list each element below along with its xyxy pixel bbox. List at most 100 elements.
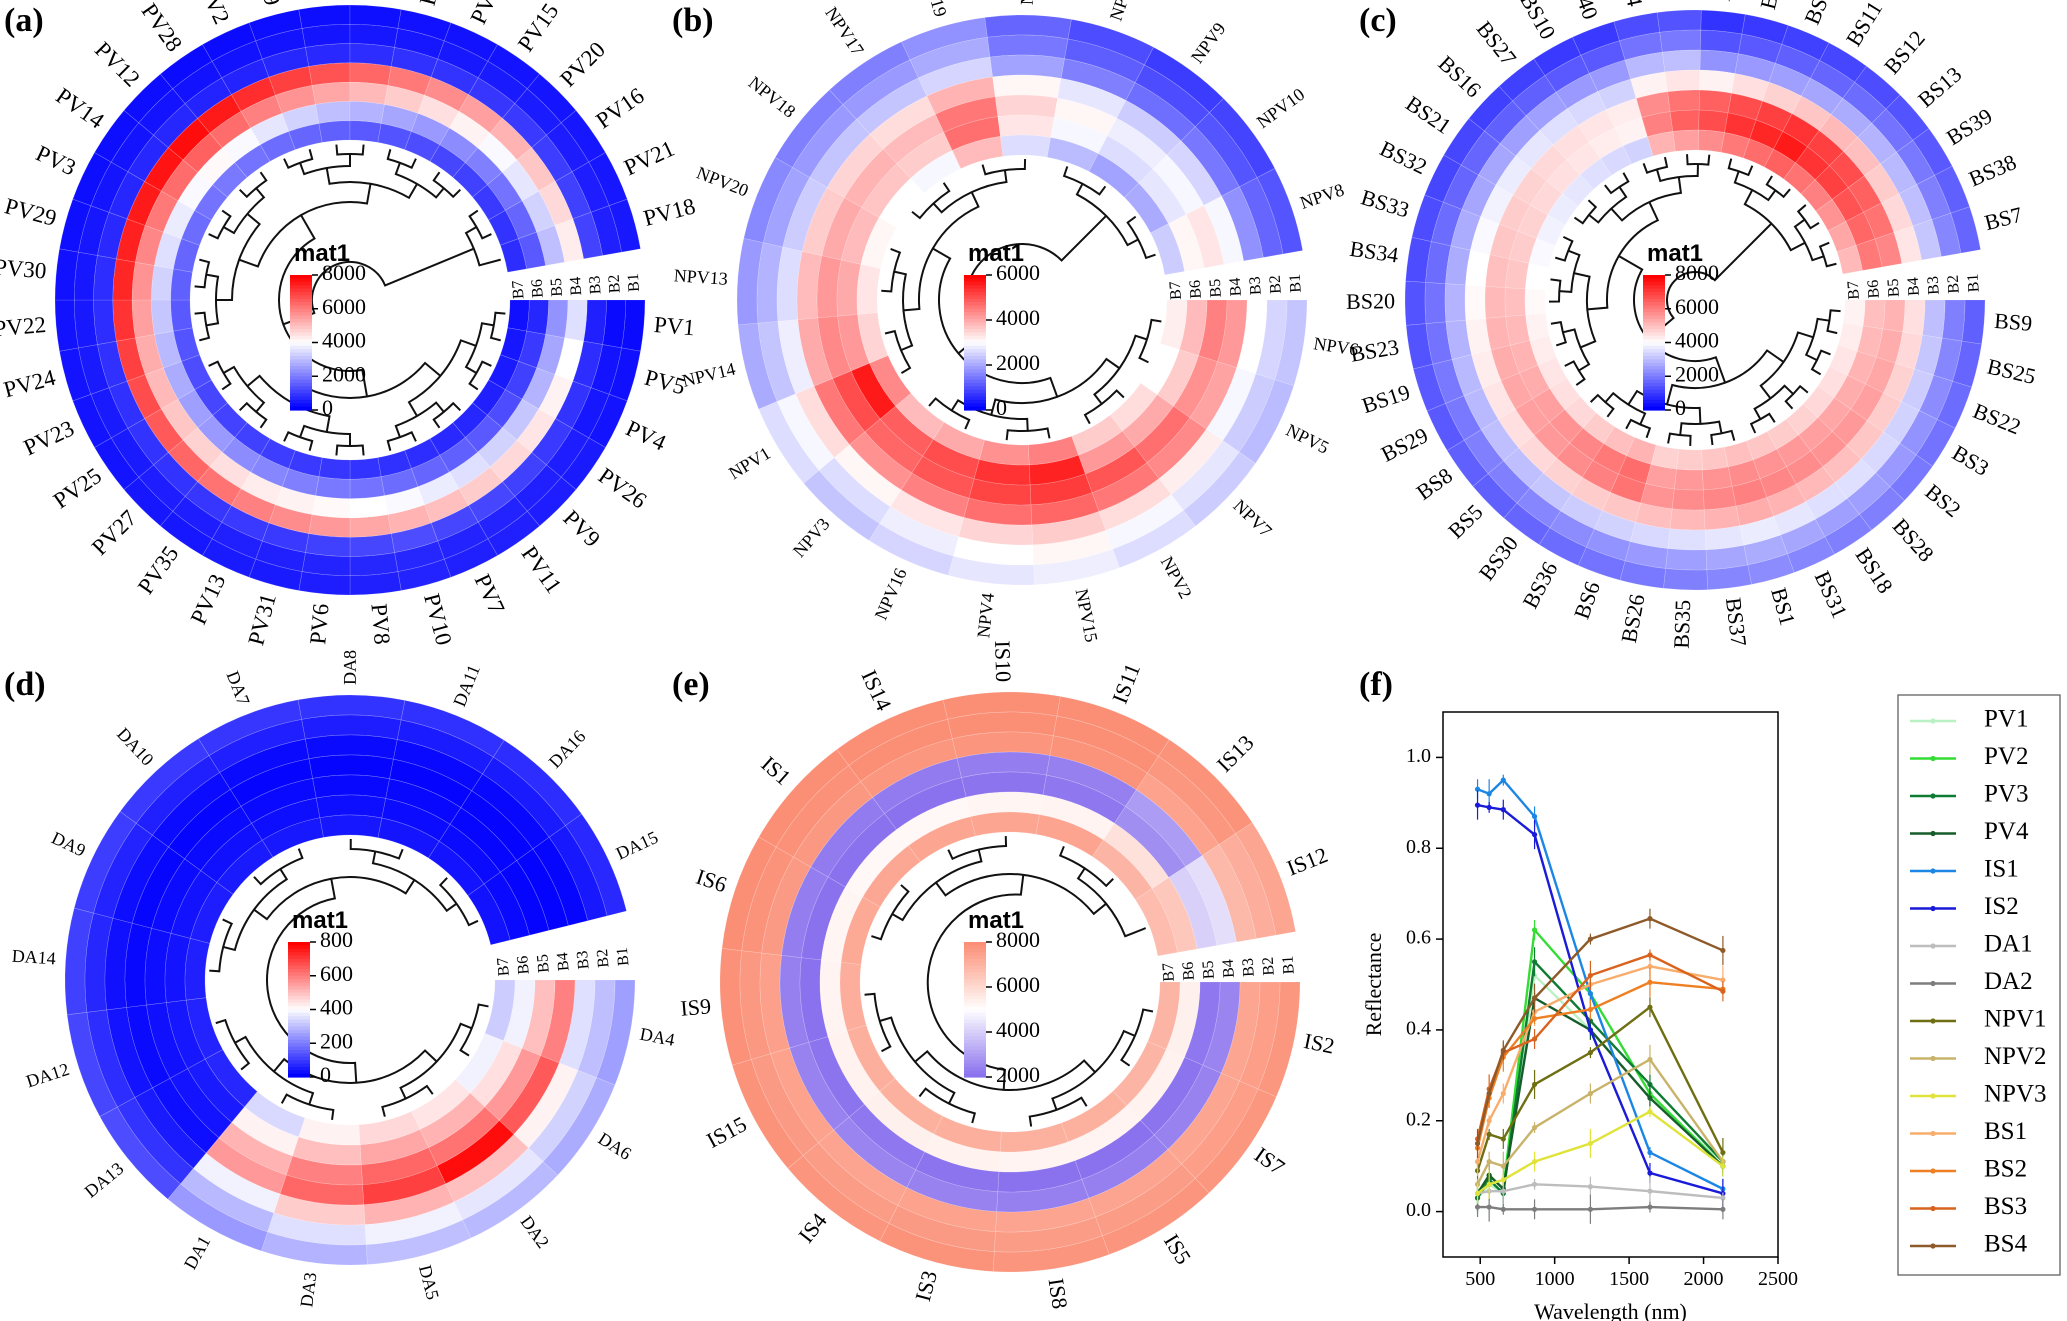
heatmap-cell	[318, 457, 351, 480]
row-label: BS4	[1616, 0, 1648, 8]
row-label: DA9	[49, 828, 89, 861]
heatmap-cell	[970, 811, 1040, 837]
heatmap-cell	[895, 392, 945, 440]
heatmap-cell	[1098, 478, 1172, 531]
heatmap-cell	[429, 144, 466, 178]
heatmap-cell	[994, 94, 1058, 119]
heatmap-cell	[298, 1117, 361, 1146]
heatmap-cell	[131, 261, 155, 301]
heatmap-cell	[404, 131, 441, 162]
row-label: BS17	[1666, 0, 1694, 1]
legend-entry: DA1	[1984, 931, 2033, 958]
heatmap-cell	[1046, 137, 1099, 172]
heatmap-cell	[879, 1222, 995, 1272]
row-label: BS10	[1515, 0, 1561, 43]
row-label: NPV13	[673, 265, 728, 288]
panel-e: (e) IS2 IS7 IS5 IS8 IS3 IS4 IS15 IS9 IS6 IS1 IS14 I…	[672, 640, 1362, 1321]
y-tick-label: 1.0	[1406, 745, 1431, 767]
row-label: PV23	[20, 416, 78, 461]
row-label: PV3	[32, 140, 80, 180]
heatmap-cell	[1504, 287, 1526, 317]
heatmap-cell	[839, 961, 867, 1032]
band-label: B4	[554, 952, 573, 972]
colorbar-tick: 0	[322, 395, 333, 420]
heatmap-cell	[860, 217, 897, 269]
heatmap-cell	[1134, 888, 1178, 957]
band-label: B7	[1167, 281, 1185, 301]
heatmap-cell	[1742, 138, 1774, 168]
row-label: PV8	[366, 603, 394, 646]
band-label: B6	[514, 955, 533, 975]
row-label: PV29	[2, 193, 59, 231]
legend-entry: BS2	[1984, 1156, 2027, 1183]
band-label: B3	[1925, 276, 1943, 296]
row-label: IS11	[1107, 660, 1145, 707]
heatmap-cell	[189, 882, 234, 944]
heatmap-cell	[1941, 299, 1966, 342]
heatmap-cell	[1112, 1041, 1167, 1107]
panel-c: (c) BS9 BS25 BS22 BS3 BS2 BS28 BS18 BS31 BS1 BS37…	[1346, 0, 2067, 660]
heatmap-cell	[953, 536, 1034, 566]
row-label: PV4	[622, 416, 670, 456]
data-point	[1531, 1124, 1538, 1131]
data-point	[1531, 813, 1538, 820]
colorbar-title: mat1	[292, 907, 348, 934]
heatmap-cell	[311, 81, 351, 105]
heatmap-rings: DA4 DA6 DA2 DA5 DA3 DA1 DA13 DA12 DA14 DA9 DA10 DA7…	[11, 650, 676, 1308]
heatmap-cell	[1720, 132, 1751, 159]
heatmap-cell	[259, 131, 296, 162]
row-label: NPV18	[745, 72, 800, 121]
heatmap-cell	[349, 101, 385, 124]
heatmap-cell	[1088, 153, 1140, 198]
heatmap-cell	[428, 840, 485, 896]
band-label: B7	[1160, 962, 1178, 982]
panel-b: (b) NPV6 NPV5 NPV7 NPV2 NPV15 NPV4 NPV16 NPV3 NP…	[672, 0, 1362, 660]
heatmap-cell	[349, 495, 389, 519]
heatmap-cell	[349, 120, 382, 143]
colorbar-title: mat1	[968, 907, 1024, 934]
heatmap-cell	[526, 299, 549, 335]
heatmap-cell	[318, 120, 351, 143]
heatmap-cell	[170, 268, 193, 301]
heatmap-cell	[349, 457, 382, 480]
row-label: IS2	[1302, 1028, 1337, 1059]
heatmap-cell	[1622, 136, 1654, 165]
heatmap-cell	[782, 177, 828, 252]
heatmap-cell	[1000, 134, 1051, 158]
x-tick-label: 500	[1465, 1268, 1495, 1290]
heatmap-cell	[910, 150, 962, 194]
row-label: NPV1	[725, 443, 774, 483]
row-label: NPV7	[1229, 495, 1275, 541]
legend-entry: PV4	[1984, 818, 2029, 845]
band-label: B5	[534, 953, 553, 973]
heatmap-cell	[377, 123, 412, 151]
data-point	[1587, 1027, 1593, 1033]
panel-label: (e)	[672, 666, 710, 703]
row-label: DA10	[113, 724, 158, 770]
heatmap-cell	[1028, 435, 1079, 466]
heatmap-cell	[1647, 131, 1676, 157]
data-point	[1720, 947, 1726, 954]
legend-entry: NPV2	[1984, 1043, 2047, 1070]
row-label: NPV12	[1017, 0, 1038, 5]
data-point	[1587, 1140, 1593, 1147]
band-label: B7	[509, 280, 527, 300]
heatmap-cell	[1529, 335, 1557, 366]
row-label: BS21	[1401, 91, 1455, 139]
heatmap-cell	[261, 817, 324, 858]
data-point	[1531, 1159, 1538, 1165]
row-label: IS8	[1044, 1277, 1073, 1311]
row-label: BS24	[1710, 0, 1740, 2]
colorbar-tick: 6000	[996, 260, 1040, 285]
row-label: BS2	[1921, 479, 1966, 522]
data-point	[1720, 977, 1726, 983]
heatmap-cell	[1827, 221, 1857, 253]
data-point	[1720, 988, 1726, 994]
data-point	[1500, 1090, 1506, 1097]
band-label: B3	[1240, 958, 1258, 978]
panel-label: (d)	[4, 666, 46, 703]
heatmap-cell	[1035, 814, 1104, 858]
colorbar-tick: 6000	[1675, 294, 1719, 319]
row-label: DA15	[613, 827, 661, 864]
